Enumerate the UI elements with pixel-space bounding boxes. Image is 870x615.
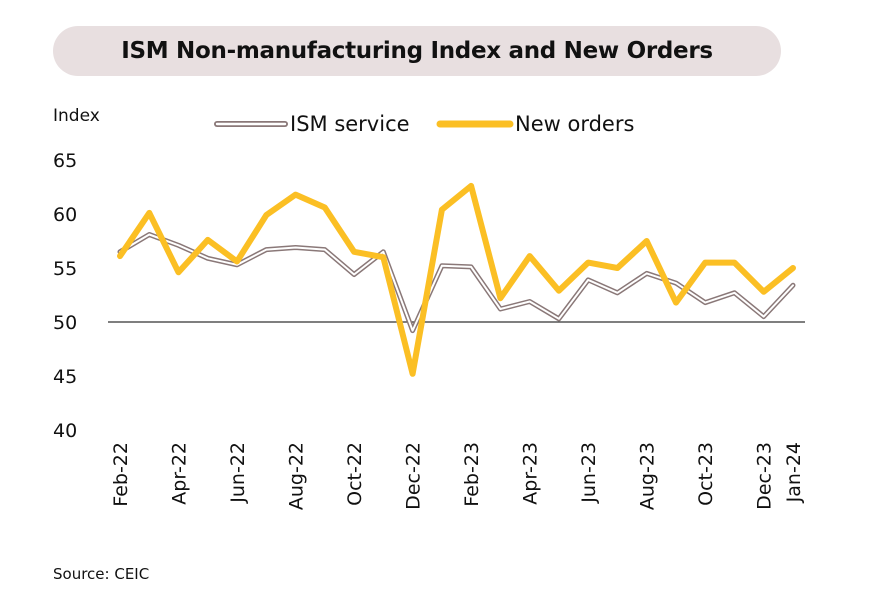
y-tick-label: 40 — [53, 420, 77, 442]
legend-item-new-orders: New orders — [436, 112, 634, 136]
series-ism-service — [117, 232, 796, 334]
series-new-orders — [117, 182, 796, 377]
x-tick-label: Apr-23 — [520, 442, 542, 505]
y-tick-label: 60 — [53, 204, 77, 226]
plot-area — [108, 182, 805, 377]
x-tick-label: Feb-23 — [461, 442, 483, 507]
legend-label-new-orders: New orders — [515, 112, 634, 136]
x-tick-label: Jan-24 — [783, 442, 805, 503]
legend-item-ism-service: ISM service — [214, 112, 410, 136]
x-tick-label: Apr-22 — [169, 442, 191, 505]
y-tick-label: 45 — [53, 366, 77, 388]
chart-title: ISM Non-manufacturing Index and New Orde… — [121, 38, 713, 64]
series-line-ism-service-inner — [119, 233, 794, 332]
x-tick-label: Feb-22 — [110, 442, 132, 507]
source-note: Source: CEIC — [53, 565, 150, 583]
series-line-new-orders — [117, 182, 796, 377]
y-tick-label: 55 — [53, 258, 77, 280]
x-tick-label: Oct-23 — [695, 442, 717, 506]
y-tick-label: 50 — [53, 312, 77, 334]
legend: ISM service New orders — [214, 112, 634, 136]
x-tick-label: Jun-22 — [227, 442, 249, 504]
x-tick-label: Dec-22 — [403, 442, 425, 510]
x-tick-label: Aug-22 — [286, 442, 308, 510]
x-tick-label: Oct-22 — [344, 442, 366, 506]
y-axis: Index 40 45 50 55 60 65 — [53, 106, 100, 442]
x-tick-label: Aug-23 — [637, 442, 659, 510]
legend-label-ism-service: ISM service — [290, 112, 410, 136]
y-axis-label: Index — [53, 106, 100, 126]
x-tick-label: Jun-23 — [578, 442, 600, 504]
chart-title-pill: ISM Non-manufacturing Index and New Orde… — [53, 26, 781, 76]
y-tick-label: 65 — [53, 150, 77, 172]
x-tick-label: Dec-23 — [754, 442, 776, 510]
x-axis: Feb-22 Apr-22 Jun-22 Aug-22 Oct-22 Dec-22 Feb-… — [110, 442, 805, 510]
